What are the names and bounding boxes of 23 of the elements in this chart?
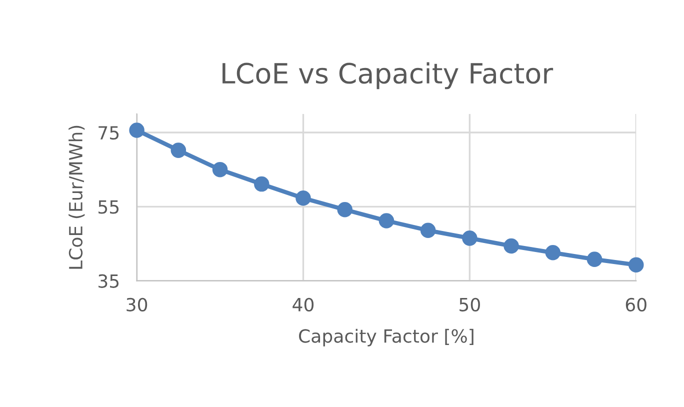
point <box>504 238 519 254</box>
point <box>378 213 394 228</box>
y-tick-label: 75 <box>98 126 119 140</box>
x-tick-label: 40 <box>292 298 314 312</box>
point <box>586 252 602 267</box>
point <box>212 162 228 178</box>
point <box>420 222 436 238</box>
point <box>545 245 561 260</box>
point <box>628 257 644 273</box>
point <box>170 142 186 158</box>
point <box>462 230 478 246</box>
y-axis-title: LCoE (Eur/MWh) <box>68 126 85 269</box>
point <box>254 176 270 192</box>
x-tick-label: 50 <box>460 298 480 312</box>
x-tick-label: 60 <box>626 298 646 312</box>
point <box>337 202 352 218</box>
chart-title: LCoE vs Capacity Factor <box>222 62 554 90</box>
x-axis-title: Capacity Factor [%] <box>299 328 474 346</box>
point <box>129 122 144 138</box>
x-tick-label: 30 <box>126 298 148 312</box>
point <box>296 190 311 206</box>
y-tick-label: 35 <box>98 274 119 288</box>
y-tick-label: 55 <box>98 200 119 214</box>
